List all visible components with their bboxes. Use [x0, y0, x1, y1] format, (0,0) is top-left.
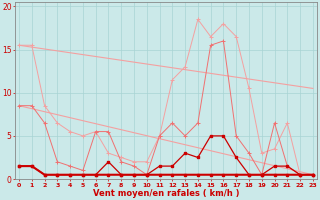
X-axis label: Vent moyen/en rafales ( km/h ): Vent moyen/en rafales ( km/h ): [93, 189, 239, 198]
